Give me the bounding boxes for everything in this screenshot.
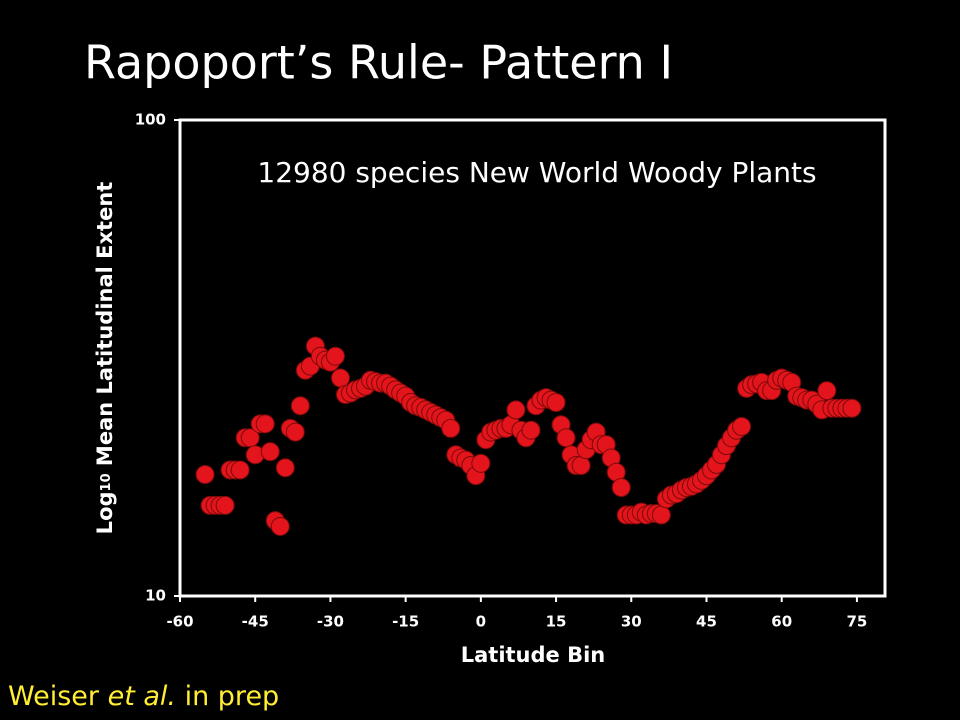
x-tick-label: 0 bbox=[476, 613, 486, 631]
point bbox=[471, 453, 491, 473]
x-tick-label: 30 bbox=[621, 613, 642, 631]
point bbox=[260, 442, 280, 462]
y-axis-label: Log10 Mean Latitudinal Extent bbox=[93, 182, 117, 535]
point bbox=[195, 464, 215, 484]
x-tick-label: -45 bbox=[242, 613, 269, 631]
point bbox=[275, 458, 295, 478]
point bbox=[290, 396, 310, 416]
x-tick-label: 45 bbox=[696, 613, 717, 631]
point bbox=[732, 417, 752, 437]
x-tick-label: -30 bbox=[317, 613, 344, 631]
y-tick-label: 10 bbox=[145, 587, 166, 605]
y-tick-label: 100 bbox=[135, 111, 166, 129]
annotation: 12980 species New World Woody Plants bbox=[257, 156, 816, 189]
point bbox=[842, 398, 862, 418]
point bbox=[506, 400, 526, 420]
x-axis-label: Latitude Bin bbox=[461, 643, 606, 667]
footer-after: in prep bbox=[176, 681, 279, 712]
x-tick-label: 15 bbox=[546, 613, 567, 631]
point bbox=[441, 418, 461, 438]
point bbox=[521, 420, 541, 440]
footer-before: Weiser bbox=[8, 681, 108, 712]
y-label-sub: 10 bbox=[99, 473, 114, 491]
x-tick-label: -15 bbox=[392, 613, 419, 631]
point bbox=[325, 346, 345, 366]
point bbox=[556, 428, 576, 448]
y-label-base: Log bbox=[93, 491, 117, 534]
point bbox=[255, 414, 275, 434]
slide-title: Rapoport’s Rule- Pattern I bbox=[84, 36, 673, 90]
point bbox=[611, 478, 631, 498]
point bbox=[270, 516, 290, 536]
point bbox=[571, 456, 591, 476]
footer-italic: et al. bbox=[108, 681, 176, 712]
x-tick-label: -60 bbox=[166, 613, 193, 631]
point bbox=[230, 460, 250, 480]
point bbox=[285, 422, 305, 442]
point bbox=[215, 495, 235, 515]
x-tick-label: 60 bbox=[771, 613, 792, 631]
footer: Weiser et al. in prep bbox=[8, 681, 279, 712]
point bbox=[651, 505, 671, 525]
point bbox=[817, 381, 837, 401]
y-label-rest: Mean Latitudinal Extent bbox=[93, 182, 117, 474]
plot-frame bbox=[178, 118, 887, 598]
x-tick-label: 75 bbox=[846, 613, 867, 631]
point bbox=[546, 392, 566, 412]
